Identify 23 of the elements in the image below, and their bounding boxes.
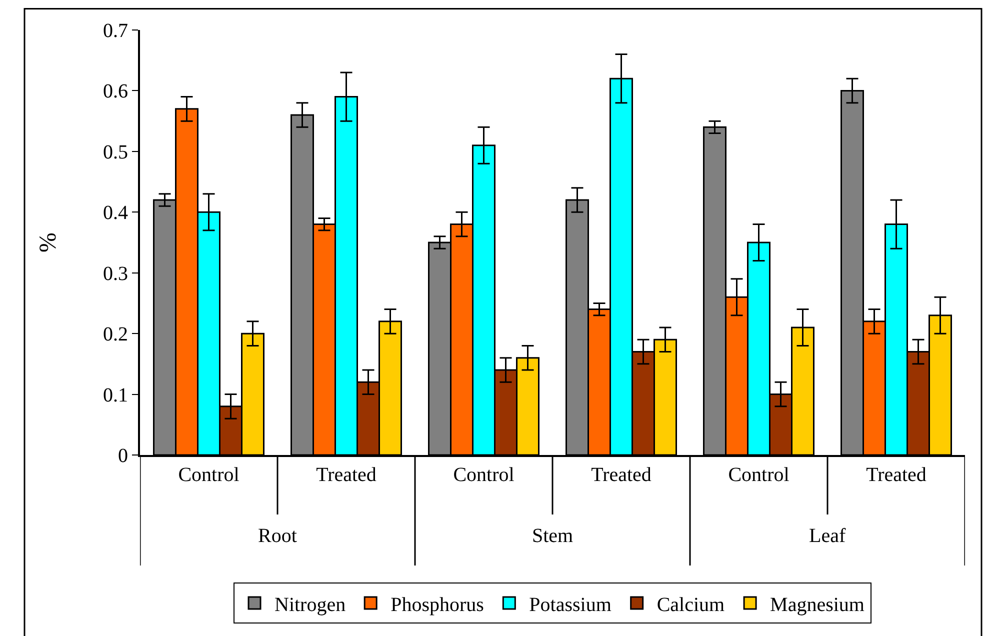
y-tick-label: 0.6 xyxy=(103,80,128,103)
y-tick-label: 0.1 xyxy=(103,384,128,406)
x-tick-label: Treated xyxy=(316,464,376,486)
y-tick-label: 0.4 xyxy=(103,202,128,224)
text: Stem xyxy=(532,525,574,547)
y-tick-label: 0.5 xyxy=(103,141,128,164)
text: Leaf xyxy=(809,525,846,547)
y-tick-label: 0 xyxy=(118,445,128,467)
x-tick-label: Treated xyxy=(866,464,926,486)
legend-label: Magnesium xyxy=(770,594,865,616)
y-tick-label: 0.7 xyxy=(103,20,128,42)
legend-label: Phosphorus xyxy=(390,594,484,616)
x-tick-label: Control xyxy=(728,464,790,486)
x-tick-label: Control xyxy=(453,464,515,486)
legend-label: Nitrogen xyxy=(274,594,346,616)
y-tick-label: 0.2 xyxy=(103,324,128,346)
y-axis-title: % xyxy=(36,232,62,252)
legend-label: Potassium xyxy=(529,594,612,616)
y-tick-label: 0.3 xyxy=(103,262,128,285)
legend-label: Calcium xyxy=(656,594,726,616)
x-tick-label: Treated xyxy=(591,464,652,486)
x-tick-label: Control xyxy=(178,464,240,486)
text: Root xyxy=(258,525,298,547)
